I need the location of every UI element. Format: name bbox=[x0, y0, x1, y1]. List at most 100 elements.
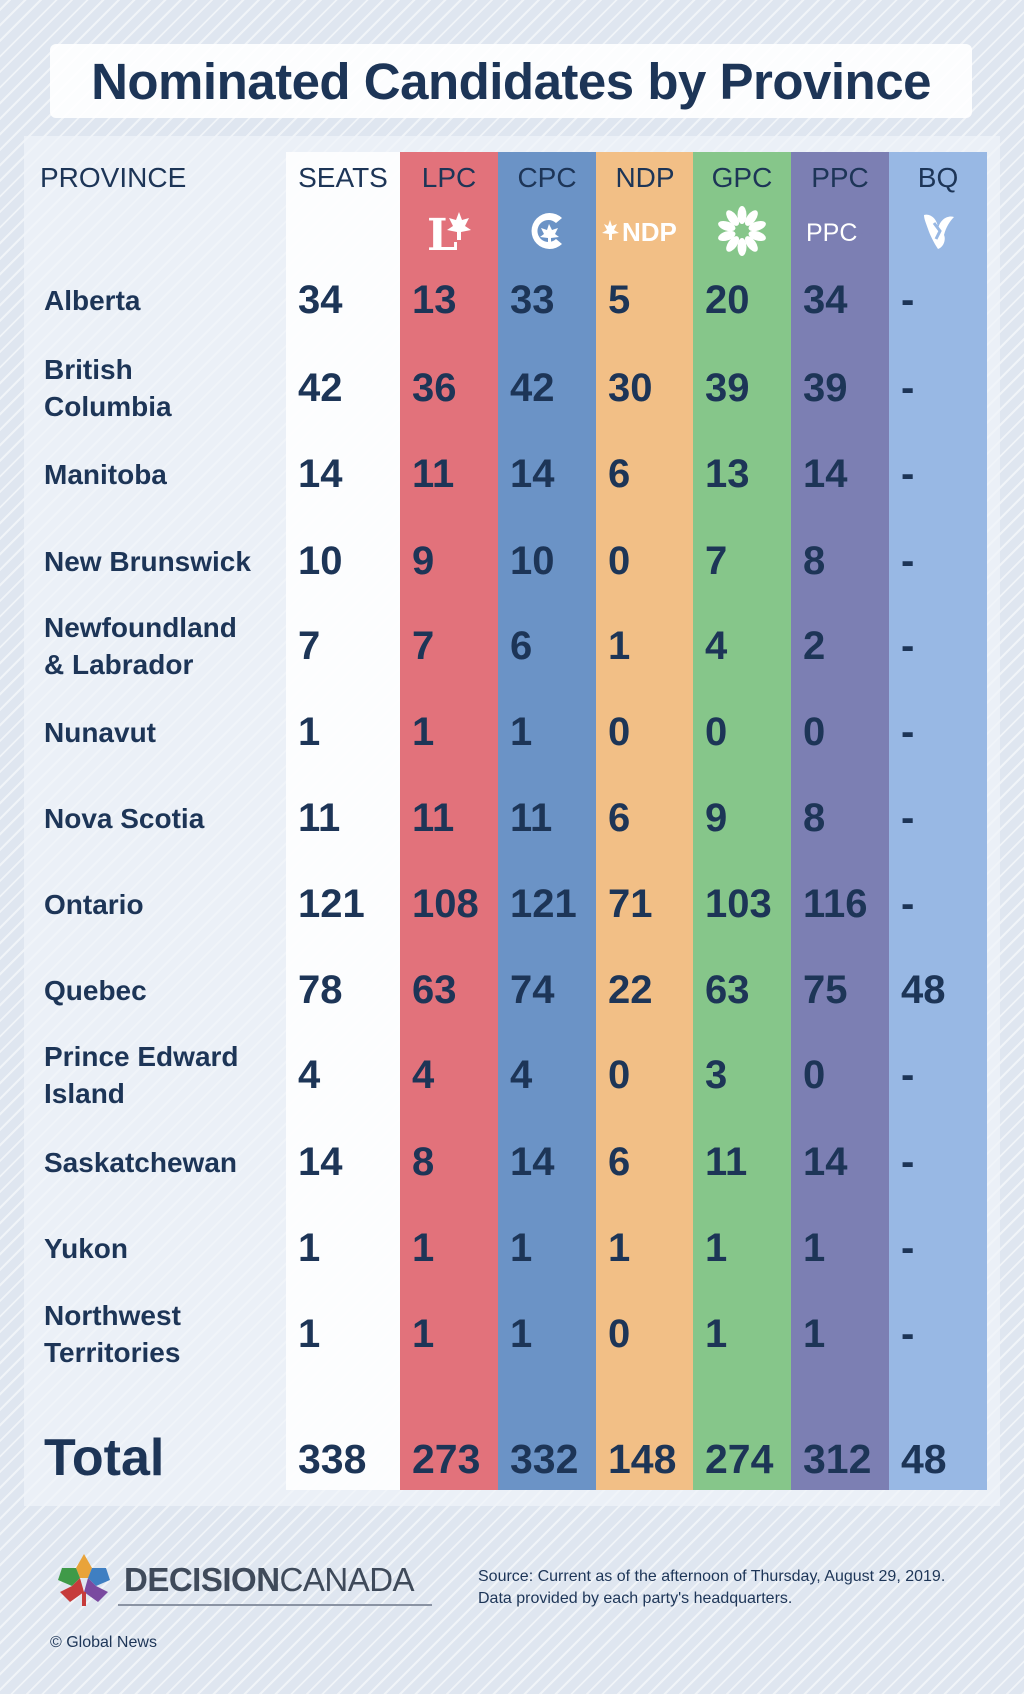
seats-value: 78 bbox=[298, 968, 343, 1012]
bq-value: - bbox=[901, 710, 915, 754]
seats-value: 34 bbox=[298, 278, 343, 322]
ppc-column-bg bbox=[791, 152, 889, 1490]
bq-value: - bbox=[901, 882, 915, 926]
total-label: Total bbox=[44, 1429, 165, 1487]
ppc-value: 1 bbox=[803, 1312, 826, 1356]
svg-text:NDP: NDP bbox=[622, 217, 677, 247]
lpc-value: 11 bbox=[412, 452, 455, 496]
gpc-value: 7 bbox=[705, 539, 728, 583]
conservative-c-icon-svg bbox=[531, 213, 562, 249]
ndp-value: 0 bbox=[608, 1312, 631, 1356]
gpc-value: 9 bbox=[705, 796, 728, 840]
gpc-value: 39 bbox=[705, 366, 750, 410]
green-flower-icon-svg bbox=[718, 206, 766, 256]
title-box: Nominated Candidates by Province bbox=[50, 44, 972, 118]
gpc-value: 4 bbox=[705, 624, 728, 668]
maple-leaf-logo-icon bbox=[58, 1554, 110, 1606]
total-seats-value: 338 bbox=[298, 1436, 367, 1482]
ppc-wordmark-icon: PPC bbox=[791, 205, 889, 257]
ppc-value: 0 bbox=[803, 1053, 826, 1097]
ndp-value: 6 bbox=[608, 796, 631, 840]
province-name: Nunavut bbox=[44, 716, 156, 748]
province-name: New Brunswick bbox=[44, 545, 251, 577]
province-name: Northwest Territories bbox=[44, 1300, 181, 1368]
bq-column-bg bbox=[889, 152, 987, 1490]
bq-value: - bbox=[901, 796, 915, 840]
ppc-value: 8 bbox=[803, 796, 826, 840]
cpc-column-bg bbox=[498, 152, 596, 1490]
ndp-value: 22 bbox=[608, 968, 653, 1012]
province-name: Prince Edward Island bbox=[44, 1041, 239, 1109]
gpc-value: 11 bbox=[705, 1140, 748, 1184]
cpc-header: CPC bbox=[517, 162, 577, 193]
province-name: Alberta bbox=[44, 284, 141, 316]
page-title: Nominated Candidates by Province bbox=[91, 52, 931, 110]
lpc-value: 1 bbox=[412, 1226, 435, 1270]
seats-header: SEATS bbox=[298, 162, 388, 193]
ndp-value: 0 bbox=[608, 710, 631, 754]
copyright: © Global News bbox=[50, 1634, 157, 1651]
lpc-column-bg bbox=[400, 152, 498, 1490]
cpc-value: 121 bbox=[510, 882, 577, 926]
ppc-value: 2 bbox=[803, 624, 826, 668]
cpc-value: 14 bbox=[510, 452, 555, 496]
seats-value: 1 bbox=[298, 1226, 321, 1270]
bq-value: - bbox=[901, 366, 915, 410]
bq-value: - bbox=[901, 1140, 915, 1184]
province-name: Quebec bbox=[44, 974, 147, 1006]
lpc-value: 11 bbox=[412, 796, 455, 840]
gpc-header: GPC bbox=[711, 162, 773, 193]
gpc-value: 13 bbox=[705, 452, 750, 496]
gpc-value: 3 bbox=[705, 1053, 728, 1097]
cpc-value: 6 bbox=[510, 624, 533, 668]
bq-value: - bbox=[901, 278, 915, 322]
gpc-value: 0 bbox=[705, 710, 728, 754]
ndp-value: 71 bbox=[608, 882, 653, 926]
ndp-header: NDP bbox=[615, 162, 675, 193]
ppc-value: 0 bbox=[803, 710, 826, 754]
lpc-header: LPC bbox=[421, 162, 477, 193]
ndp-column-bg bbox=[596, 152, 694, 1490]
ndp-value: 6 bbox=[608, 452, 631, 496]
province-name: Nova Scotia bbox=[44, 802, 205, 834]
total-lpc-value: 273 bbox=[412, 1436, 481, 1482]
lpc-value: 4 bbox=[412, 1053, 435, 1097]
bq-value: - bbox=[901, 1053, 915, 1097]
total-cpc-value: 332 bbox=[510, 1436, 579, 1482]
cpc-value: 42 bbox=[510, 366, 555, 410]
svg-text:L: L bbox=[427, 210, 458, 254]
ndp-value: 0 bbox=[608, 1053, 631, 1097]
bloc-fleur-icon bbox=[889, 205, 987, 257]
seats-value: 7 bbox=[298, 624, 321, 668]
ppc-header: PPC bbox=[811, 162, 869, 193]
brand-name: DECISIONCANADA bbox=[124, 1561, 415, 1599]
total-ppc-value: 312 bbox=[803, 1436, 872, 1482]
seats-value: 42 bbox=[298, 366, 343, 410]
brand-rule bbox=[118, 1604, 432, 1606]
bq-value: - bbox=[901, 1312, 915, 1356]
brand-light: CANADA bbox=[279, 1561, 415, 1598]
brand-bold: DECISION bbox=[124, 1561, 280, 1598]
source-line-2: Data provided by each party's headquarte… bbox=[478, 1590, 793, 1607]
province-name: Yukon bbox=[44, 1232, 129, 1264]
bq-value: - bbox=[901, 452, 915, 496]
lpc-value: 36 bbox=[412, 366, 457, 410]
gpc-value: 1 bbox=[705, 1226, 728, 1270]
ppc-value: 116 bbox=[803, 882, 868, 926]
bq-header: BQ bbox=[917, 162, 959, 193]
province-name: Saskatchewan bbox=[44, 1146, 237, 1178]
liberal-maple-leaf-icon: L bbox=[400, 205, 498, 257]
ppc-value: 75 bbox=[803, 968, 848, 1012]
seats-value: 1 bbox=[298, 710, 321, 754]
province-name: Ontario bbox=[44, 888, 144, 920]
ndp-value: 6 bbox=[608, 1140, 631, 1184]
cpc-value: 74 bbox=[510, 968, 555, 1012]
bloc-fleur-icon-svg bbox=[924, 214, 954, 249]
total-gpc-value: 274 bbox=[705, 1436, 774, 1482]
total-ndp-value: 148 bbox=[608, 1436, 677, 1482]
ppc-value: 14 bbox=[803, 1140, 848, 1184]
seats-value: 121 bbox=[298, 882, 365, 926]
gpc-value: 20 bbox=[705, 278, 750, 322]
seats-value: 1 bbox=[298, 1312, 321, 1356]
ndp-value: 1 bbox=[608, 624, 631, 668]
